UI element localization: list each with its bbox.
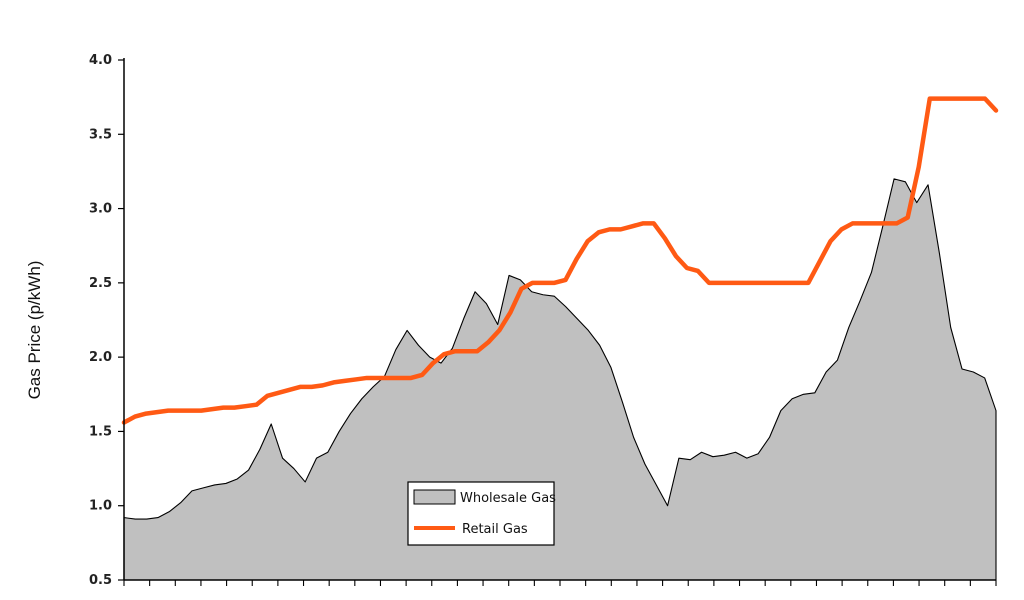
- y-tick-label: 2.5: [89, 276, 112, 291]
- y-axis-ticks: 0.5 1.0 1.5 2.0 2.5 3.0 3.5 4.0: [89, 53, 124, 588]
- y-tick-label: 1.5: [89, 424, 112, 439]
- wholesale-gas-area: [123, 178, 997, 581]
- y-tick-label: 1.0: [89, 499, 112, 514]
- legend-label-retail: Retail Gas: [462, 522, 528, 537]
- y-tick-label: 2.0: [89, 350, 112, 365]
- retail-gas-line: [121, 96, 999, 425]
- legend-label-wholesale: Wholesale Gas: [460, 491, 556, 506]
- y-tick-label: 3.0: [89, 202, 112, 217]
- y-axis-title: Gas Price (p/kWh): [25, 261, 44, 400]
- y-tick-label: 3.5: [89, 127, 112, 142]
- x-axis-ticks: [123, 580, 997, 586]
- y-tick-label: 4.0: [89, 53, 112, 68]
- y-tick-label: 0.5: [89, 573, 112, 588]
- legend-swatch-wholesale: [413, 489, 456, 505]
- plot-area: [121, 96, 999, 581]
- legend: Wholesale Gas Retail Gas: [407, 481, 556, 546]
